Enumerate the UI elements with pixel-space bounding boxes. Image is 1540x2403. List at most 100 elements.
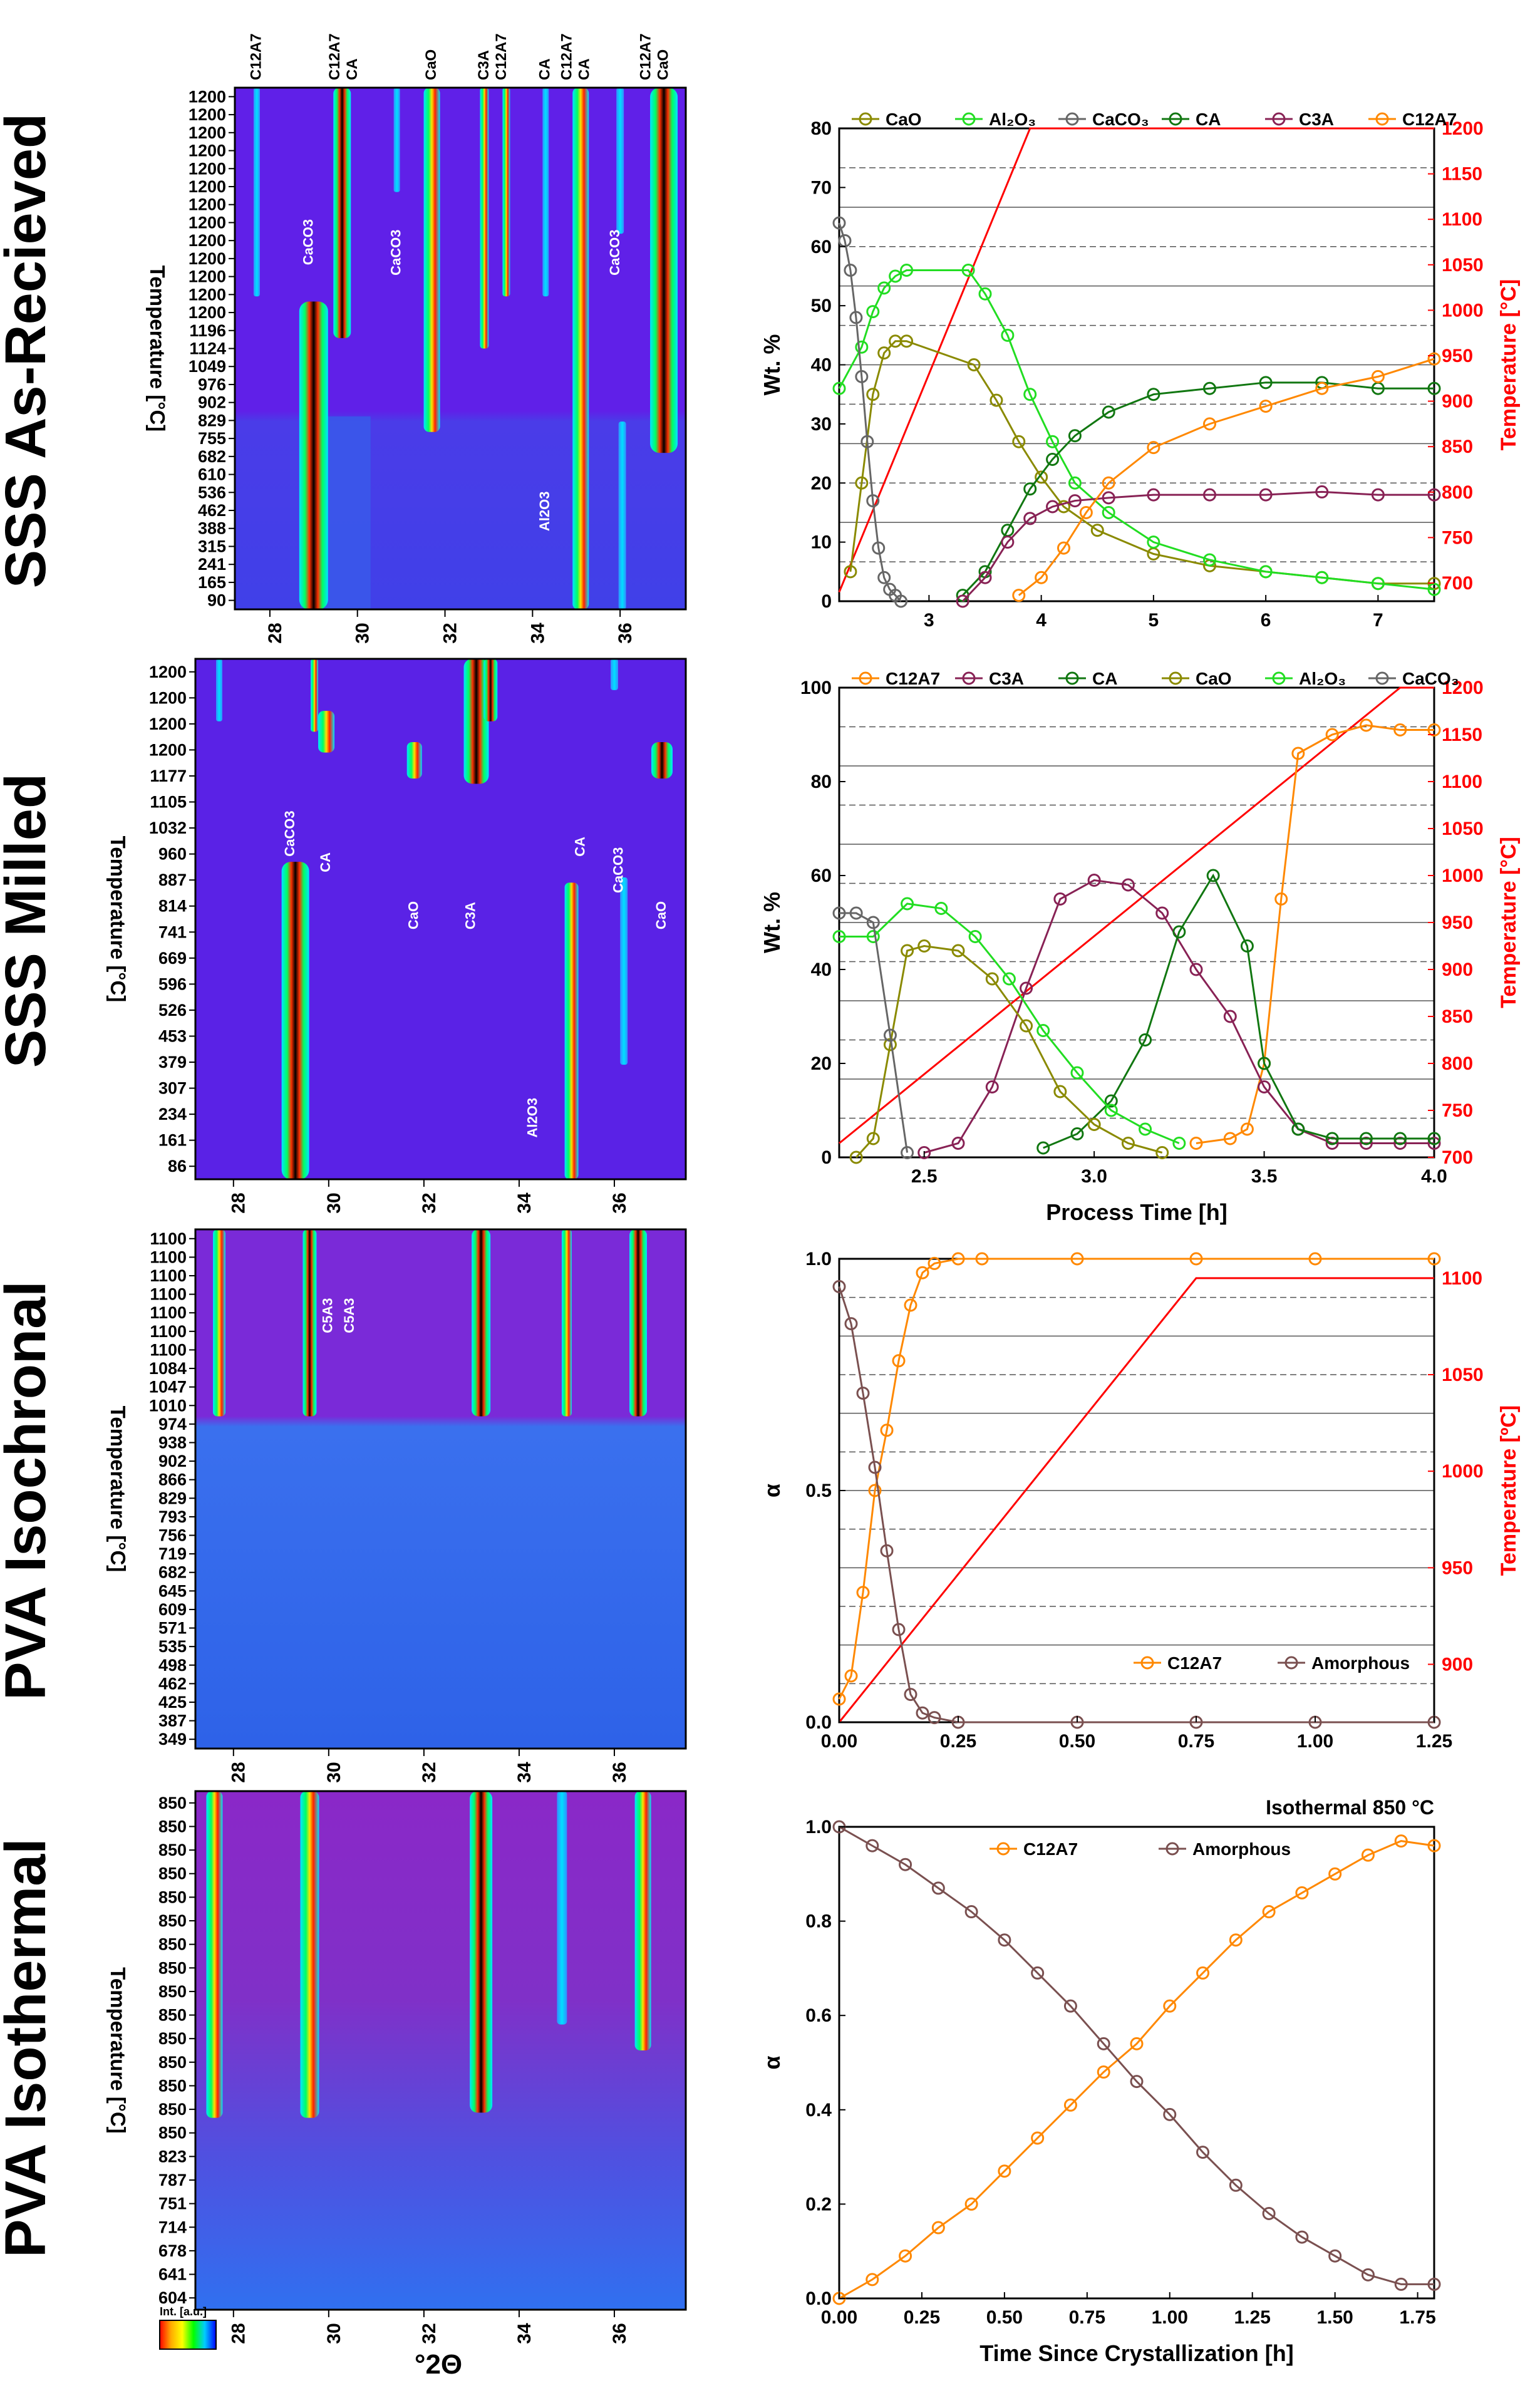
diffraction-peak-stripe [472, 1229, 491, 1417]
legend-marker [996, 1842, 1010, 1856]
data-point [1259, 565, 1273, 579]
x-tick-label: 0.00 [821, 1731, 857, 1752]
y-tick-label: 850 [158, 1982, 187, 2001]
y-tick-label: 60 [811, 237, 832, 257]
y2-tick-label: 1050 [1442, 1365, 1484, 1385]
phase-top-label: CA [344, 58, 361, 80]
data-point [1189, 963, 1203, 976]
series-line [924, 879, 1434, 1154]
data-point [1147, 441, 1160, 455]
series-line [838, 1286, 1434, 1723]
chart-panel: 0.00 0.25 0.50 0.75 1.00 1.25 0.0 0.5 1.0 900 950 1… [759, 1249, 1521, 1752]
y-tick-label: 1049 [189, 357, 226, 376]
y-tick-label: 850 [158, 1794, 187, 1812]
y-tick-label: 80 [811, 772, 832, 792]
data-point [1068, 476, 1082, 490]
series-line [839, 1826, 1434, 2285]
data-point [951, 944, 965, 958]
data-point [849, 1150, 863, 1164]
data-point [931, 1881, 945, 1895]
diffraction-peak-stripe [483, 659, 498, 721]
heatmap-frame [194, 1228, 687, 1750]
x-tick-label: 4 [1036, 610, 1046, 631]
x-tick-label: 5 [1149, 610, 1159, 631]
data-point [1057, 541, 1070, 555]
y-tick-label: 756 [158, 1526, 187, 1545]
phase-inner-label: C5A3 [320, 1298, 336, 1333]
temperature-line [838, 127, 1434, 593]
data-point [866, 388, 880, 401]
data-point [899, 1858, 912, 1871]
data-point [1393, 1132, 1407, 1145]
data-point [1121, 878, 1135, 892]
diffraction-peak-stripe [629, 1229, 647, 1417]
data-point [1087, 1118, 1101, 1131]
series-amorphous [832, 1279, 1441, 1729]
y-tick-label: 1177 [150, 767, 187, 785]
data-point [1102, 476, 1115, 490]
data-point [1328, 1867, 1342, 1881]
heatmap-ylabel: Temperature [°C] [146, 266, 169, 432]
chart-panel: 3 4 5 6 701020304050607080700750800850900950… [759, 110, 1521, 631]
y-tick-label: 604 [158, 2288, 187, 2307]
series-line [1018, 358, 1435, 596]
y-tick-label: 1105 [150, 793, 187, 812]
data-point [998, 2164, 1011, 2178]
legend-label: C12A7 [1023, 1839, 1078, 1859]
chart-y2label: Temperature [°C] [1497, 837, 1521, 1008]
data-point [931, 2221, 945, 2235]
series-caco3 [832, 906, 914, 1159]
x-tick-label: 6 [1261, 610, 1271, 631]
y-tick-label: 1100 [150, 1229, 187, 1248]
y-tick-label: 641 [158, 2265, 187, 2284]
phase-inner-label: CaCO3 [607, 230, 623, 276]
series-al2o3 [832, 264, 1441, 596]
y-tick-label: 86 [168, 1157, 187, 1176]
data-point [934, 902, 948, 915]
data-point [1371, 577, 1385, 591]
y-tick-label: 1100 [150, 1303, 187, 1322]
data-point [1104, 1094, 1118, 1108]
data-point [832, 381, 846, 395]
legend-label: Al₂O₃ [989, 110, 1036, 129]
y-tick-label: 498 [158, 1656, 187, 1675]
y2-tick-label: 900 [1442, 391, 1473, 412]
data-point [1097, 2037, 1110, 2050]
series-line [1043, 873, 1434, 1149]
y-tick-label: 30 [811, 414, 832, 435]
y-tick-label: 453 [158, 1026, 187, 1045]
data-point [844, 565, 857, 579]
plot-frame [838, 1826, 1435, 2300]
data-point [1023, 388, 1037, 401]
phase-inner-label: CA [318, 852, 333, 872]
colorbar-gradient [159, 2320, 217, 2350]
y-tick-label: 60 [811, 866, 832, 886]
data-point [916, 1266, 929, 1279]
y2-tick-label: 800 [1442, 1053, 1473, 1074]
data-point [1053, 892, 1067, 906]
data-point [1070, 1127, 1084, 1140]
legend-label: C3A [1299, 110, 1334, 129]
y2-tick-label: 950 [1442, 1558, 1473, 1578]
data-point [892, 1354, 906, 1368]
data-point [964, 1905, 978, 1919]
data-point [1172, 1137, 1186, 1150]
phase-top-label: CA [537, 58, 554, 80]
diffraction-peak-stripe [572, 88, 589, 609]
data-point [1427, 1132, 1441, 1145]
data-point [1259, 400, 1273, 413]
chart-legend: C12A7 C3A CA CaO Al₂O₃ CaCO₃ [852, 669, 1459, 688]
data-point [860, 435, 874, 448]
series-line [839, 902, 1180, 1144]
data-point [1172, 925, 1186, 939]
y-tick-label: 0.0 [805, 1712, 832, 1733]
diffraction-peak-stripe [542, 88, 549, 297]
data-point [1359, 1132, 1373, 1145]
y-tick-label: 165 [198, 573, 226, 592]
data-point [1295, 2230, 1309, 2244]
data-point [985, 972, 999, 986]
chart-panel: 0.00 0.25 0.50 0.75 1.00 1.25 1.50 1.75 0.0 0.2 0.… [759, 1796, 1441, 2366]
x-tick-label: 32 [440, 623, 460, 643]
y-tick-label: 0 [821, 1147, 832, 1168]
y2-tick-label: 1000 [1442, 1461, 1484, 1482]
